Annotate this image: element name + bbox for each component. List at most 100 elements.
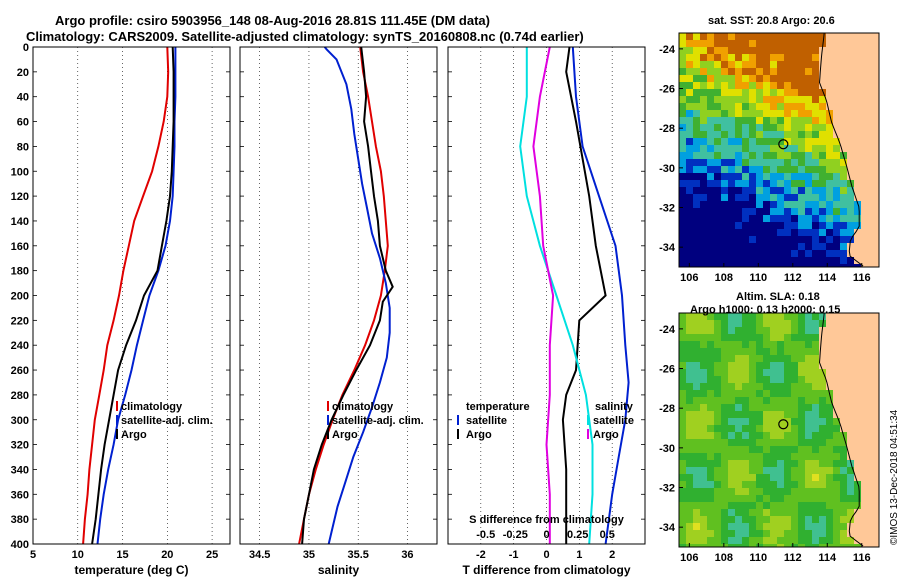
map-cell — [868, 145, 876, 153]
map-cell — [791, 61, 799, 69]
map-cell — [742, 397, 750, 405]
map-x-tick-label: 106 — [680, 272, 698, 284]
map-cell — [763, 103, 771, 111]
map-cell — [812, 215, 820, 223]
map-cell — [847, 75, 855, 83]
map-cell — [812, 418, 820, 426]
map-cell — [728, 229, 736, 237]
map-cell — [875, 383, 879, 391]
map-cell — [714, 159, 722, 167]
map-cell — [854, 411, 862, 419]
map-cell — [707, 138, 715, 146]
map-cell — [805, 215, 813, 223]
map-cell — [840, 257, 848, 265]
map-cell — [868, 40, 876, 48]
map-cell — [686, 397, 694, 405]
map-cell — [798, 411, 806, 419]
map-cell — [791, 138, 799, 146]
map-cell — [714, 131, 722, 139]
map-cell — [791, 425, 799, 433]
map-cell — [819, 222, 827, 230]
map-cell — [798, 201, 806, 209]
map-cell — [875, 495, 879, 503]
map-cell — [679, 327, 687, 335]
map-cell — [686, 481, 694, 489]
map-cell — [791, 264, 799, 267]
map-cell — [770, 446, 778, 454]
map-cell — [749, 82, 757, 90]
map-cell — [728, 236, 736, 244]
map-cell — [861, 124, 869, 132]
map-cell — [812, 523, 820, 531]
map-cell — [833, 376, 841, 384]
map-cell — [686, 173, 694, 181]
map-cell — [868, 215, 876, 223]
map-cell — [679, 166, 687, 174]
map-cell — [735, 544, 743, 547]
map-cell — [700, 117, 708, 125]
map-cell — [735, 523, 743, 531]
map-cell — [721, 215, 729, 223]
map-cell — [756, 243, 764, 251]
map-cell — [777, 495, 785, 503]
map-cell — [826, 215, 834, 223]
map-cell — [714, 348, 722, 356]
map-cell — [707, 502, 715, 510]
map-y-tick-label: -30 — [659, 443, 675, 455]
map-cell — [819, 180, 827, 188]
map-cell — [763, 390, 771, 398]
map-cell — [791, 82, 799, 90]
map-x-tick-label: 114 — [818, 552, 837, 564]
map-cell — [777, 453, 785, 461]
map-cell — [861, 530, 869, 538]
map-cell — [861, 355, 869, 363]
map-cell — [826, 376, 834, 384]
map-cell — [875, 460, 879, 468]
map-cell — [784, 495, 792, 503]
map-cell — [714, 54, 722, 62]
map-cell — [826, 530, 834, 538]
map-cell — [686, 222, 694, 230]
map-cell — [840, 530, 848, 538]
map-cell — [728, 509, 736, 517]
map-cell — [756, 215, 764, 223]
map-cell — [770, 383, 778, 391]
map-cell — [763, 47, 771, 55]
map-cell — [721, 145, 729, 153]
map-cell — [763, 509, 771, 517]
y-tick-label: 160 — [11, 241, 29, 253]
map-cell — [784, 327, 792, 335]
map-cell — [770, 467, 778, 475]
map-cell — [700, 103, 708, 111]
map-cell — [756, 334, 764, 342]
map-cell — [693, 40, 701, 48]
map-cell — [728, 47, 736, 55]
map-cell — [721, 537, 729, 545]
map-cell — [805, 145, 813, 153]
map-cell — [812, 236, 820, 244]
map-cell — [805, 40, 813, 48]
map-cell — [812, 180, 820, 188]
map-cell — [763, 516, 771, 524]
map-cell — [833, 61, 841, 69]
map-cell — [721, 194, 729, 202]
map-cell — [749, 159, 757, 167]
map-cell — [693, 145, 701, 153]
map-cell — [714, 173, 722, 181]
map-cell — [777, 467, 785, 475]
map-cell — [756, 523, 764, 531]
map-cell — [707, 152, 715, 160]
map-cell — [812, 124, 820, 132]
map-cell — [742, 96, 750, 104]
map-cell — [679, 397, 687, 405]
map-cell — [693, 103, 701, 111]
map-cell — [693, 264, 701, 267]
map-cell — [819, 509, 827, 517]
map-cell — [728, 103, 736, 111]
map-cell — [728, 152, 736, 160]
map-cell — [749, 537, 757, 545]
map-cell — [812, 537, 820, 545]
map-cell — [686, 404, 694, 412]
map-cell — [700, 68, 708, 76]
map-cell — [693, 222, 701, 230]
